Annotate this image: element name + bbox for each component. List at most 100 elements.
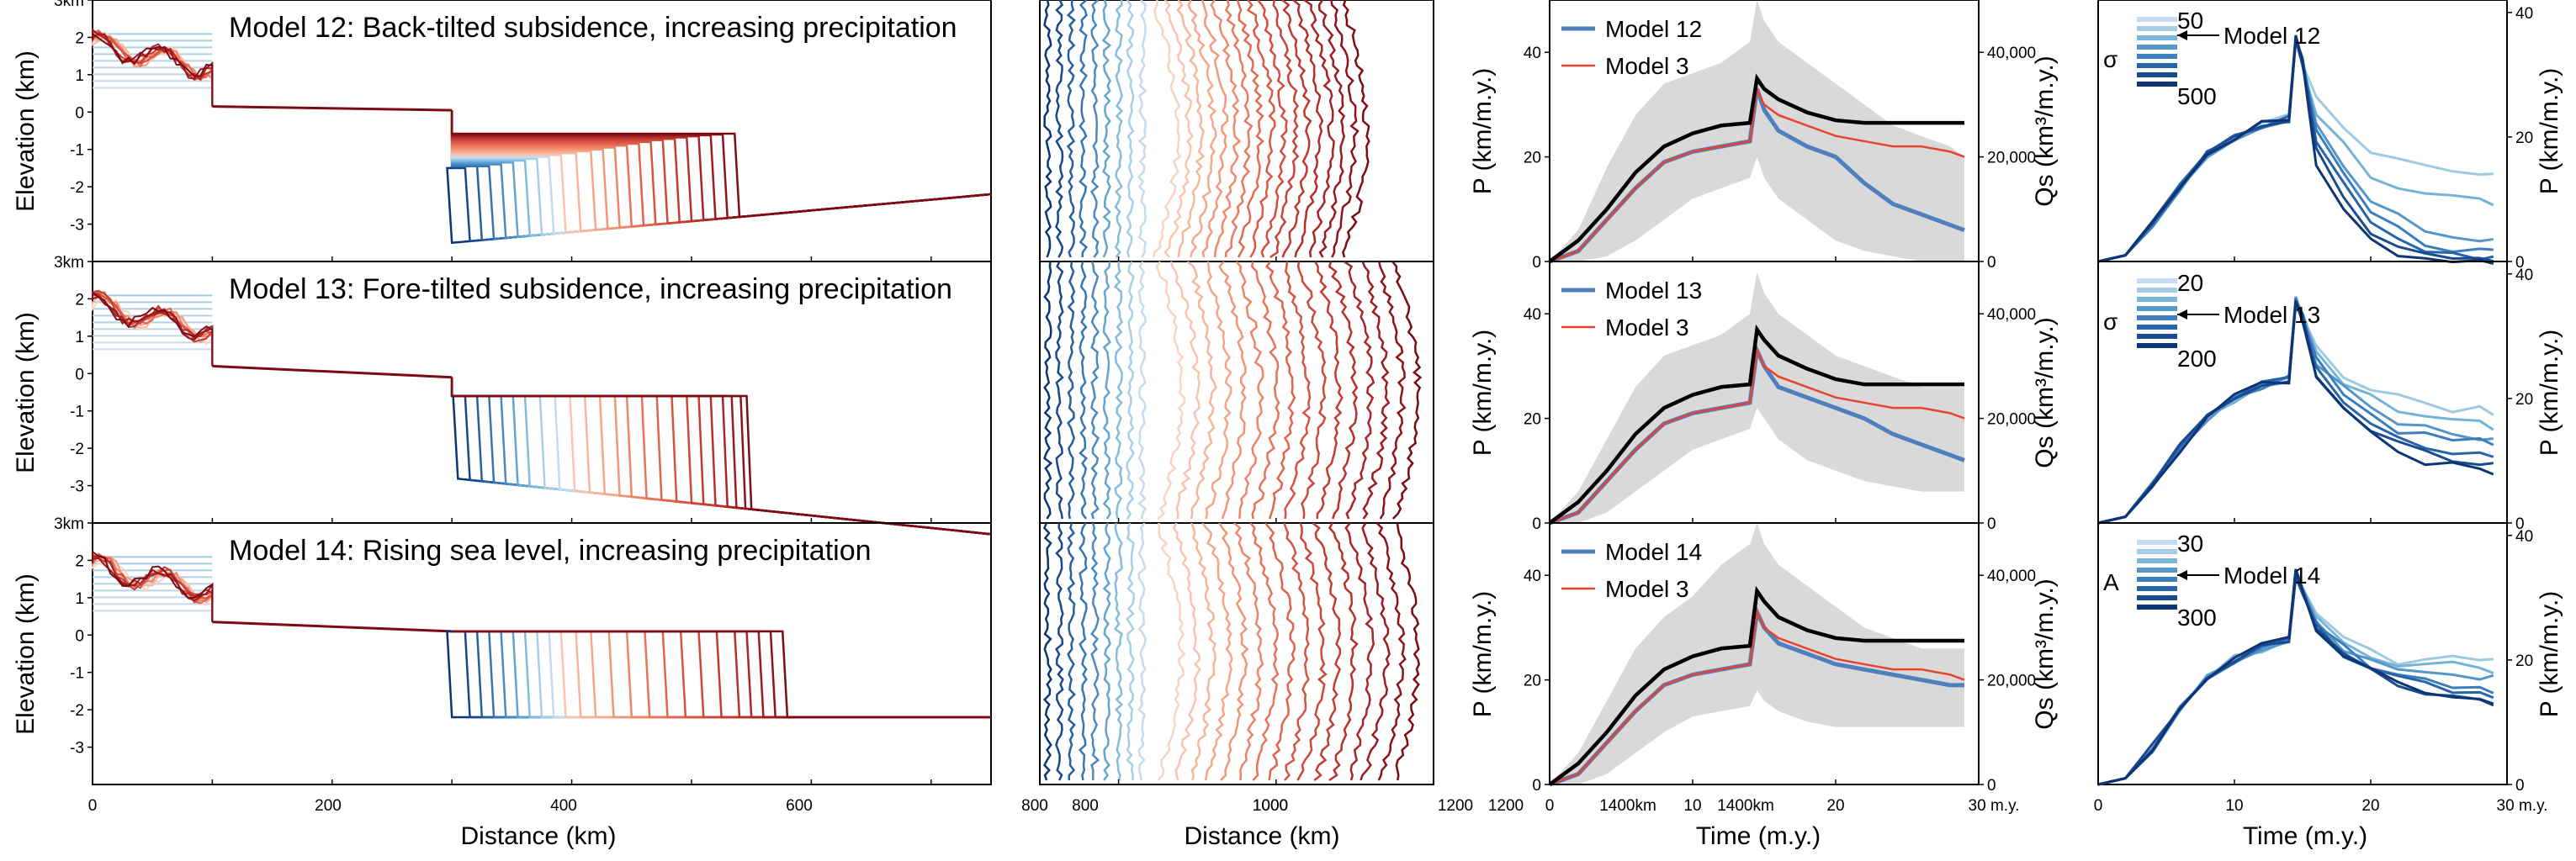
flux-panel-row2: 0 20 40 0 20,000 40,000 bbox=[1524, 261, 2036, 533]
flux-qs-line bbox=[1548, 585, 1964, 786]
planview-front-line bbox=[1042, 523, 1052, 781]
flux-ylabel-row3: P (km/m.y.) bbox=[1469, 591, 1497, 718]
profile-panel-model-13: 3km 2 1 0 -1 -2 -3 bbox=[54, 254, 992, 536]
inset-colour-ramp-step bbox=[2137, 26, 2177, 31]
planview-front-line bbox=[1235, 261, 1264, 520]
planview-front-line bbox=[1303, 0, 1335, 258]
flux-y-tick-label: 20 bbox=[1524, 150, 1541, 167]
profile-y-tick-label: 1 bbox=[75, 329, 84, 346]
delta-front-profile bbox=[450, 110, 992, 234]
sensitivity-x-tick: 30 m.y. bbox=[2497, 797, 2548, 815]
planview-front-line bbox=[1137, 523, 1147, 781]
inset-colour-ramp-step bbox=[2137, 586, 2177, 591]
mountain-profile bbox=[92, 555, 214, 622]
planview-front-line bbox=[1113, 523, 1124, 781]
planview-front-line bbox=[1342, 0, 1370, 258]
delta-front-profile bbox=[450, 377, 992, 536]
flux-uncertainty-band bbox=[1550, 272, 1964, 523]
profile-y-tick-label: 2 bbox=[75, 552, 84, 570]
planview-front-line bbox=[1312, 523, 1342, 781]
sensitivity-run-line bbox=[2097, 300, 2494, 525]
planview-front-line bbox=[1078, 523, 1088, 781]
sensitivity-y-tick-label: 0 bbox=[2515, 515, 2525, 533]
planview-front-line bbox=[1218, 261, 1247, 520]
sensitivity-y-tick-label: 0 bbox=[2515, 254, 2525, 272]
delta-front-profile bbox=[450, 110, 992, 222]
sensitivity-y-tick-label: 40 bbox=[2515, 5, 2533, 23]
planview-front-line bbox=[1249, 523, 1280, 781]
delta-front-profile bbox=[450, 377, 992, 536]
planview-front-line bbox=[1269, 0, 1300, 259]
flux-y-tick-label: 20 bbox=[1524, 673, 1541, 690]
shelf-surface bbox=[212, 105, 453, 112]
inset-bottom-value: 200 bbox=[2177, 346, 2217, 372]
inset-colour-ramp-step bbox=[2137, 315, 2177, 320]
planview-front-line bbox=[1317, 0, 1346, 258]
flux-y-tick-label: 0 bbox=[1532, 254, 1541, 272]
profile-x-tick: 200 bbox=[315, 797, 342, 815]
planview-lines bbox=[1043, 0, 1370, 259]
planview-front-line bbox=[1343, 261, 1375, 520]
sensitivity-panel-row2: 0 20 40 bbox=[2097, 261, 2533, 533]
planview-front-line bbox=[1328, 261, 1359, 520]
planview-front-line bbox=[1281, 0, 1312, 258]
inset-colour-ramp-step bbox=[2137, 306, 2177, 311]
delta-front-profile bbox=[450, 377, 992, 536]
planview-front-line bbox=[1155, 261, 1186, 520]
flux-y2-tick-label: 40,000 bbox=[1987, 45, 2036, 62]
delta-front-profile bbox=[450, 377, 992, 536]
planview-front-line bbox=[1395, 523, 1421, 781]
shelf-surface bbox=[212, 621, 453, 633]
flux-y-tick-label: 20 bbox=[1524, 411, 1541, 429]
planview-front-line bbox=[1284, 261, 1312, 520]
profile-y-tick-label: 2 bbox=[75, 29, 84, 47]
profile-y-tick-label: -2 bbox=[70, 702, 84, 720]
profile-ylabel-row2: Elevation (km) bbox=[12, 312, 40, 473]
profile-axes-frame bbox=[92, 522, 992, 785]
planview-front-line bbox=[1102, 261, 1111, 520]
sensitivity-run-line bbox=[2097, 568, 2494, 786]
flux-legend-row1: Model 12 Model 3 bbox=[1561, 16, 1702, 79]
profile-y-tick-label: 3km bbox=[54, 254, 84, 272]
profile-title-model-14: Model 14: Rising sea level, increasing p… bbox=[229, 535, 872, 567]
delta-front-profile bbox=[450, 377, 992, 536]
inset-top-value: 50 bbox=[2177, 8, 2203, 34]
planview-front-line bbox=[1361, 261, 1391, 520]
profile-y-tick-label: 3km bbox=[54, 515, 84, 533]
flux-panel-row3: 0 20 40 0 20,000 40,000 bbox=[1524, 522, 2036, 795]
planview-front-line bbox=[1344, 523, 1375, 781]
planview-front-line bbox=[1114, 0, 1124, 258]
planview-front-line bbox=[1314, 261, 1344, 520]
planview-front-line bbox=[1283, 523, 1310, 781]
delta-front-profile bbox=[450, 110, 992, 236]
sensitivity-y-tick-label: 40 bbox=[2515, 528, 2533, 546]
inset-colour-ramp-step bbox=[2137, 45, 2177, 50]
profile-x-tick: 1200 bbox=[1488, 797, 1524, 815]
inset-colour-ramp-step bbox=[2137, 577, 2177, 582]
inset-colour-ramp-step bbox=[2137, 288, 2177, 293]
planview-front-line bbox=[1292, 0, 1324, 258]
flux-y-tick-label: 40 bbox=[1524, 45, 1541, 62]
inset-colour-ramp-step bbox=[2137, 558, 2177, 563]
planview-front-line bbox=[1296, 261, 1327, 520]
sensitivity-y-tick-label: 40 bbox=[2515, 267, 2533, 284]
profile-y-tick-label: 2 bbox=[75, 291, 84, 309]
sensitivity-x-tick: 10 bbox=[2225, 797, 2243, 815]
inset-symbol: σ bbox=[2103, 309, 2118, 335]
flux-y2label-row2: Qs (km³/m.y.) bbox=[2031, 317, 2059, 467]
profile-x-tick: 800 bbox=[1021, 797, 1048, 815]
profile-y-tick-label: -1 bbox=[70, 665, 84, 683]
planview-front-line bbox=[1391, 261, 1423, 520]
delta-front-profile bbox=[450, 377, 992, 536]
planview-front-line bbox=[1101, 0, 1112, 258]
inset-colour-ramp-step bbox=[2137, 540, 2177, 545]
planview-front-line bbox=[1378, 261, 1407, 520]
inset-symbol: σ bbox=[2103, 46, 2118, 72]
inset-colour-ramp-step bbox=[2137, 343, 2177, 348]
planview-front-line bbox=[1157, 523, 1186, 781]
planview-front-line bbox=[1126, 261, 1136, 520]
planview-front-line bbox=[1066, 261, 1076, 520]
flux-y2-tick-label: 0 bbox=[1987, 515, 1996, 533]
planview-panel-row3 bbox=[1039, 522, 1434, 785]
